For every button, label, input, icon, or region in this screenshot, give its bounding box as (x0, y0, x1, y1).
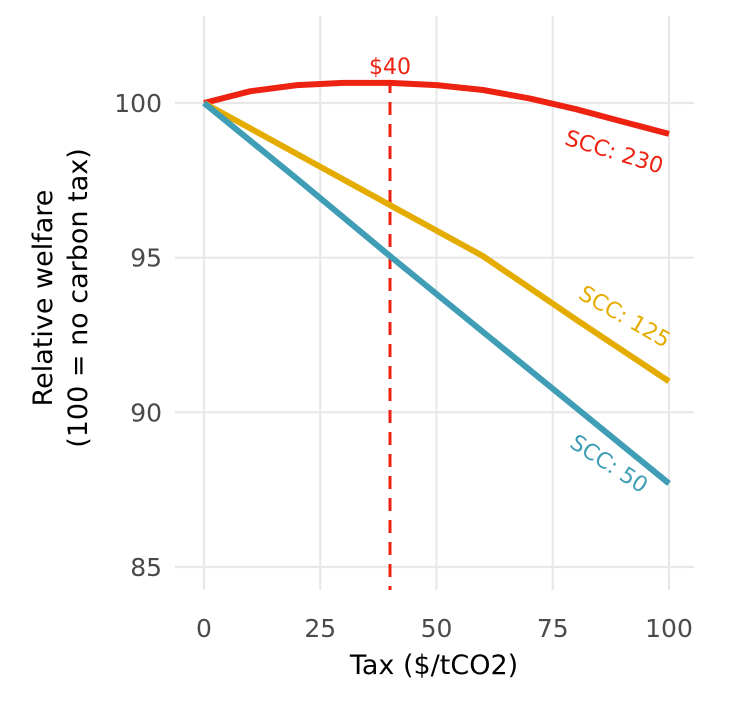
series-line-scc-230 (203, 79, 670, 137)
y-tick-label-85: 85 (130, 553, 162, 582)
x-axis-title: Tax ($/tCO2) (349, 650, 518, 681)
x-tick-label-0: 0 (196, 614, 212, 643)
x-tick-label-100: 100 (645, 614, 693, 643)
y-tick-label-100: 100 (114, 89, 162, 118)
x-tick-label-50: 50 (421, 614, 453, 643)
series-label-scc-125: SCC: 125 (574, 281, 674, 353)
y-tick-label-95: 95 (130, 244, 162, 273)
series-line-scc-50 (202, 100, 671, 486)
series-lines (202, 79, 671, 486)
y-axis-title: Relative welfare (100 = no carbon tax) (28, 148, 94, 448)
x-tick-label-25: 25 (304, 614, 336, 643)
tick-labels: 0 25 50 75 100 85 90 95 100 (114, 89, 693, 643)
y-axis-title-line2: (100 = no carbon tax) (63, 148, 94, 448)
x-tick-label-75: 75 (537, 614, 569, 643)
y-axis-title-line1: Relative welfare (28, 190, 59, 407)
series-label-scc-50: SCC: 50 (565, 430, 652, 498)
series-label-scc-230: SCC: 230 (562, 126, 666, 179)
annotation-label-0: $40 (369, 55, 411, 80)
y-tick-label-90: 90 (130, 398, 162, 427)
annotations: $40 (369, 55, 411, 590)
series-line-scc-125 (202, 100, 671, 384)
grid (175, 16, 694, 590)
